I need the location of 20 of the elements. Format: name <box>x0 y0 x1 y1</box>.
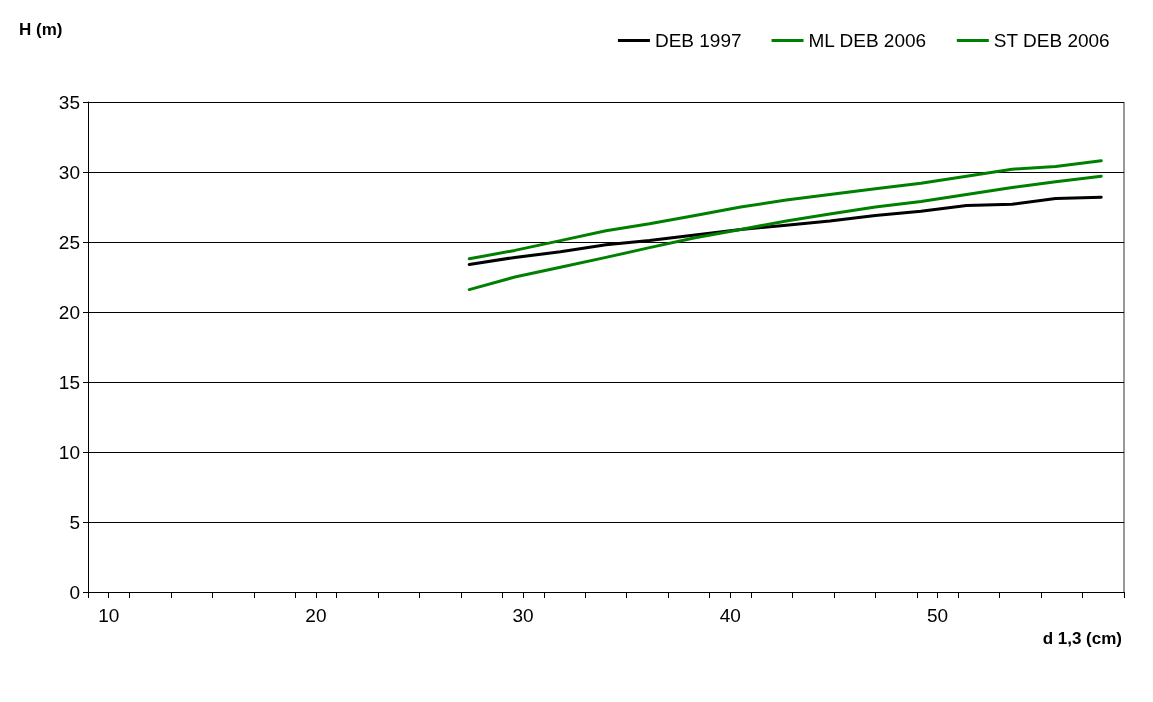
y-tick-label: 15 <box>58 371 80 393</box>
y-tick-label: 5 <box>69 511 80 533</box>
legend-label: ML DEB 2006 <box>808 30 927 51</box>
x-tick-label: 50 <box>926 605 949 626</box>
y-tick-label: 30 <box>58 161 80 183</box>
y-tick-label: 20 <box>58 301 80 323</box>
line-series <box>467 174 1103 292</box>
x-tick-label: 10 <box>98 605 120 626</box>
x-tick-label: 30 <box>512 605 534 626</box>
x-tick-label: 20 <box>305 605 327 626</box>
legend-label: DEB 1997 <box>654 30 742 51</box>
y-axis-title: H (m) <box>19 20 63 39</box>
y-tick-label: 0 <box>69 581 80 603</box>
y-tick-label: 35 <box>58 91 80 113</box>
y-tick-label: 25 <box>58 231 80 253</box>
line-series <box>467 159 1103 261</box>
x-axis-title: d 1,3 (cm) <box>1042 629 1122 648</box>
legend-label: ST DEB 2006 <box>993 30 1110 51</box>
x-tick-label: 40 <box>719 605 741 626</box>
y-tick-label: 10 <box>58 441 80 463</box>
